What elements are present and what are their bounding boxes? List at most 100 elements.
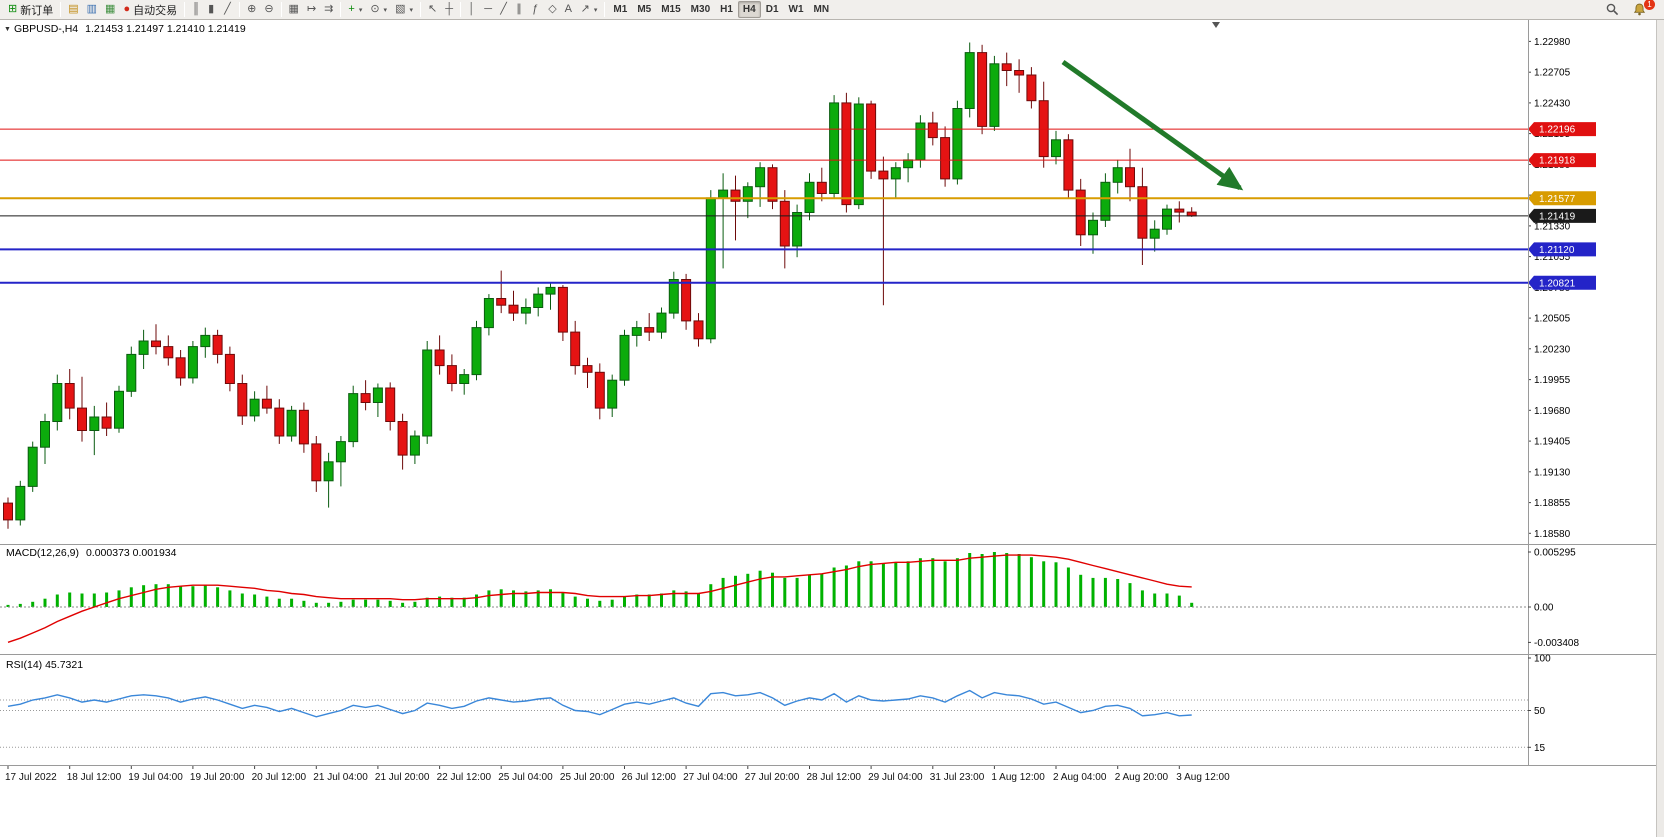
chart-shift-button[interactable]: ⇉ [320,1,337,18]
candle-body [1186,211,1197,217]
candlestick-chart-button[interactable]: ▮ [204,1,220,18]
collapse-chart-icon[interactable]: ▼ [4,26,11,33]
search-button[interactable] [1602,1,1623,18]
candle-body [977,52,988,127]
svg-text:1.19680: 1.19680 [1534,406,1571,417]
candle-body [631,327,642,336]
bars-chart-button[interactable]: ║ [188,1,204,18]
timeframe-m5-button[interactable]: M5 [637,4,652,15]
toolbar-separator [419,2,421,17]
tile-windows-button[interactable]: ▦ [285,1,303,18]
candle-body [582,365,593,373]
toolbar-separator [340,2,342,17]
bars-chart-icon: ║ [192,3,200,15]
navigator-button[interactable]: ▦ [101,1,119,18]
horizontal-line-button[interactable]: ─ [480,1,496,18]
candle-body [866,103,877,172]
text-label-icon: A [564,3,573,15]
periods-button[interactable]: ⊙ ▾ [366,1,391,18]
candle-body [286,409,297,437]
macd-axis[interactable]: 0.005295 0.00 -0.003408 [1528,548,1579,649]
candle-body [779,200,790,247]
svg-text:20 Jul 12:00: 20 Jul 12:00 [252,772,307,783]
new-order-button[interactable]: ⊞ 新订单 [4,1,57,18]
vertical-line-icon: │ [468,3,476,15]
candle-body [915,122,926,161]
candle-body [311,443,322,482]
candle-body [15,485,26,521]
support-line-lower-price-badge[interactable]: 1.20821 [1528,275,1596,290]
market-watch-button[interactable]: ▤ [64,1,82,18]
candle-body [594,371,605,409]
current-price-line-price-badge[interactable]: 1.21419 [1528,208,1596,223]
svg-text:1.20505: 1.20505 [1534,314,1571,325]
resistance-line-upper-price-badge[interactable]: 1.22196 [1528,122,1596,137]
candle-body [742,186,753,202]
resistance-line-lower-price-badge[interactable]: 1.21918 [1528,153,1596,168]
indicators-button[interactable]: + ▾ [344,1,366,18]
svg-text:22 Jul 12:00: 22 Jul 12:00 [437,772,492,783]
svg-text:0.005295: 0.005295 [1534,548,1576,559]
chart-shift-marker[interactable] [1212,22,1220,28]
svg-text:1.20230: 1.20230 [1534,344,1571,355]
trendline-icon: ╱ [500,3,507,15]
timeframe-m1-button[interactable]: M1 [613,4,628,15]
timeframe-w1-button[interactable]: W1 [788,4,804,15]
data-window-button[interactable]: ▥ [83,1,101,18]
candle-body [409,435,420,456]
fibonacci-button[interactable]: ƒ [528,1,544,18]
candle-body [1149,228,1160,239]
new-order-label: 新订单 [20,4,54,17]
zoom-out-button[interactable]: ⊖ [260,1,277,18]
cursor-button[interactable]: ↖ [424,1,441,18]
support-line-upper-price-badge[interactable]: 1.21120 [1528,242,1596,257]
crosshair-button[interactable]: ┼ [441,1,457,18]
toolbar-separator [604,2,606,17]
text-label-button[interactable]: A [561,1,577,18]
candle-body [767,167,778,202]
equidistant-channel-button[interactable]: ∥ [512,1,528,18]
time-axis[interactable]: 17 Jul 2022 18 Jul 12:00 19 Jul 04:00 19 Ju… [5,766,1230,783]
candle-body [200,334,211,348]
shapes-button[interactable]: ◇ [544,1,560,18]
timeframe-h1-button[interactable]: H1 [720,4,733,15]
svg-text:1.22980: 1.22980 [1534,37,1571,48]
crosshair-icon: ┼ [445,3,453,15]
candle-body [1162,208,1172,230]
templates-button[interactable]: ▧ ▾ [391,1,417,18]
svg-text:29 Jul 04:00: 29 Jul 04:00 [868,772,923,783]
pivot-line-price-badge[interactable]: 1.21577 [1528,191,1596,206]
main-toolbar: ⊞ 新订单 ▤ ▥ ▦ ● 自动交易 ║ ▮ ╱ ⊕ ⊖ ▦ ↦ ⇉ + ▾ ⊙ ▾ ▧ ▾ ↖ ┼ │ ─ ╱ ∥ ƒ ◇ A ↗ ▾ M1… [0,0,1664,20]
indicators-caret-icon: ▾ [358,6,363,14]
chart-shift-icon: ⇉ [324,3,334,15]
candle-body [520,307,531,314]
arrows-tool-button[interactable]: ↗ ▾ [577,1,602,18]
vertical-line-button[interactable]: │ [464,1,480,18]
scrollbar-strip[interactable] [1656,20,1664,837]
rsi-indicator-name: RSI(14) 45.7321 [6,659,84,671]
svg-text:-0.003408: -0.003408 [1534,638,1579,649]
line-chart-button[interactable]: ╱ [220,1,236,18]
auto-scroll-button[interactable]: ↦ [303,1,320,18]
trend-arrow[interactable] [1061,59,1244,191]
candle-body [471,327,482,376]
svg-text:26 Jul 12:00: 26 Jul 12:00 [622,772,677,783]
rsi-axis[interactable]: 100 50 15 [1528,654,1551,754]
timeframe-mn-button[interactable]: MN [813,4,830,15]
autotrading-button[interactable]: ● 自动交易 [119,1,181,18]
candle-body [77,407,87,432]
zoom-in-button[interactable]: ⊕ [243,1,260,18]
candle-body [335,441,346,463]
svg-text:18 Jul 12:00: 18 Jul 12:00 [67,772,122,783]
notifications-button[interactable]: 1 [1629,0,1655,18]
rsi-line [7,689,1192,718]
trendline-button[interactable]: ╱ [496,1,512,18]
timeframe-d1-button[interactable]: D1 [765,4,779,15]
svg-text:19 Jul 04:00: 19 Jul 04:00 [128,772,183,783]
timeframe-m30-button[interactable]: M30 [690,4,711,15]
timeframe-h4-button[interactable]: H4 [737,1,761,18]
toolbar-separator [184,2,186,17]
timeframe-m15-button[interactable]: M15 [661,4,681,15]
candle-body [434,349,445,367]
